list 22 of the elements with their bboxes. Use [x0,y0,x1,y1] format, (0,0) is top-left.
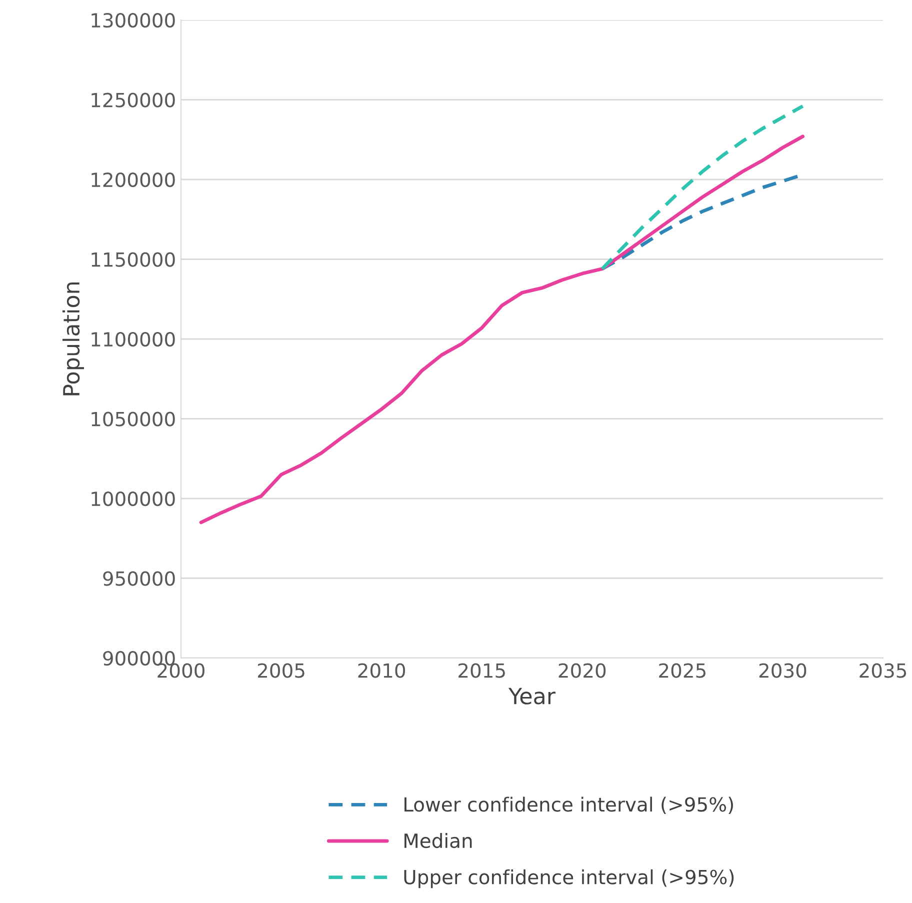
y-tick-label: 1300000 [92,12,175,28]
x-tick-label: 2025 [659,663,706,678]
y-tick-label: 950000 [103,571,175,586]
x-axis-title: Year [508,688,556,704]
x-tick-label: 2035 [860,663,906,678]
y-tick-label: 1150000 [92,252,175,267]
line-series [199,134,805,524]
x-tick-label: 2030 [759,663,806,678]
y-tick-label: 1050000 [92,412,175,426]
y-tick-label: 1100000 [92,332,175,347]
x-tick-label: 2015 [458,663,505,678]
legend-label: Lower confidence interval (>95%) [404,796,733,814]
y-tick-label: 1250000 [92,92,175,108]
legend-label: Median [404,833,472,848]
y-axis-title: Population [62,282,84,396]
legend-label: Upper confidence interval (>95%) [404,869,734,888]
x-tick-label: 2020 [558,663,606,678]
line-series [600,104,805,271]
y-tick-label: 1000000 [92,491,175,506]
x-tick-label: 2010 [358,663,406,678]
y-tick-label: 1200000 [92,172,175,188]
x-tick-label: 2005 [258,663,304,678]
